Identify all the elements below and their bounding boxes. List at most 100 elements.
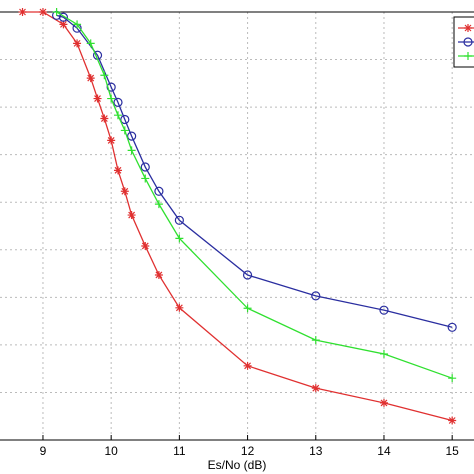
marker-shape [120,187,129,196]
marker [243,304,252,313]
marker-shape [107,94,116,103]
marker-shape [127,131,137,141]
marker [447,322,457,332]
marker-shape [448,416,457,425]
x-axis-label: Es/No (dB) [208,458,267,472]
series-line [56,14,453,328]
marker [52,8,61,16]
marker [120,126,129,135]
marker [107,94,116,103]
marker-shape [52,8,61,16]
marker-shape [58,12,69,22]
marker [154,200,163,209]
marker [448,416,457,425]
marker [120,187,129,196]
marker [379,398,388,407]
marker [175,303,184,312]
marker-shape [154,200,163,209]
marker [73,20,82,29]
marker-shape [175,234,184,243]
marker [18,8,27,16]
marker-shape [73,20,82,29]
marker [141,174,150,183]
marker [113,111,122,120]
marker-shape [113,97,123,107]
marker [59,20,68,29]
marker-shape [311,291,321,301]
marker [127,131,137,141]
marker [448,374,457,383]
x-tick-label: 15 [445,444,459,458]
x-tick-label: 11 [173,444,186,458]
marker [379,305,389,315]
marker-shape [113,166,122,175]
marker-shape [120,114,130,125]
marker [243,361,252,370]
marker [311,336,320,345]
marker-shape [311,384,320,393]
marker [141,241,150,250]
marker-shape [93,94,102,103]
marker-shape [140,162,150,172]
marker-shape [448,374,457,383]
marker [175,234,184,243]
marker-shape [379,305,389,315]
marker-shape [174,215,184,225]
marker-shape [175,303,184,312]
marker-shape [379,349,388,358]
marker-shape [154,186,164,196]
x-tick-label: 14 [377,444,391,458]
x-tick-label: 12 [241,444,255,458]
marker-shape [38,8,47,16]
marker-shape [464,52,472,60]
marker-shape [154,270,163,279]
marker-shape [243,361,252,370]
marker [38,8,47,16]
marker-shape [86,74,95,83]
marker-shape [127,211,136,220]
marker [93,94,102,103]
marker [311,291,321,301]
marker [311,384,320,393]
marker-shape [107,136,116,145]
marker [242,270,253,280]
marker [58,12,69,22]
plot-frame [0,11,474,441]
marker-shape [141,241,150,250]
marker [113,166,122,175]
marker [86,74,95,83]
x-tick-label: 10 [104,444,118,458]
marker [464,24,472,32]
marker [464,52,472,60]
marker [174,215,184,225]
marker-shape [464,24,472,32]
marker [100,71,109,80]
x-tick-label: 13 [309,444,323,458]
marker-shape [379,398,388,407]
marker-shape [242,270,253,280]
marker [127,211,136,220]
marker-shape [243,304,252,313]
marker [379,349,388,358]
marker [154,270,163,279]
marker [86,39,95,48]
marker-shape [311,336,320,345]
marker [73,39,82,48]
marker [107,136,116,145]
legend [453,16,474,68]
marker-shape [463,37,473,47]
marker-shape [120,126,129,135]
marker-shape [447,322,457,332]
marker-shape [100,114,109,123]
marker [120,114,130,125]
marker [463,37,473,47]
marker-shape [100,71,109,80]
series-line [22,11,453,422]
marker-shape [18,8,27,16]
marker-shape [113,111,122,120]
marker-shape [141,174,150,183]
marker [154,186,164,196]
series-line [56,11,453,379]
marker [113,97,123,107]
